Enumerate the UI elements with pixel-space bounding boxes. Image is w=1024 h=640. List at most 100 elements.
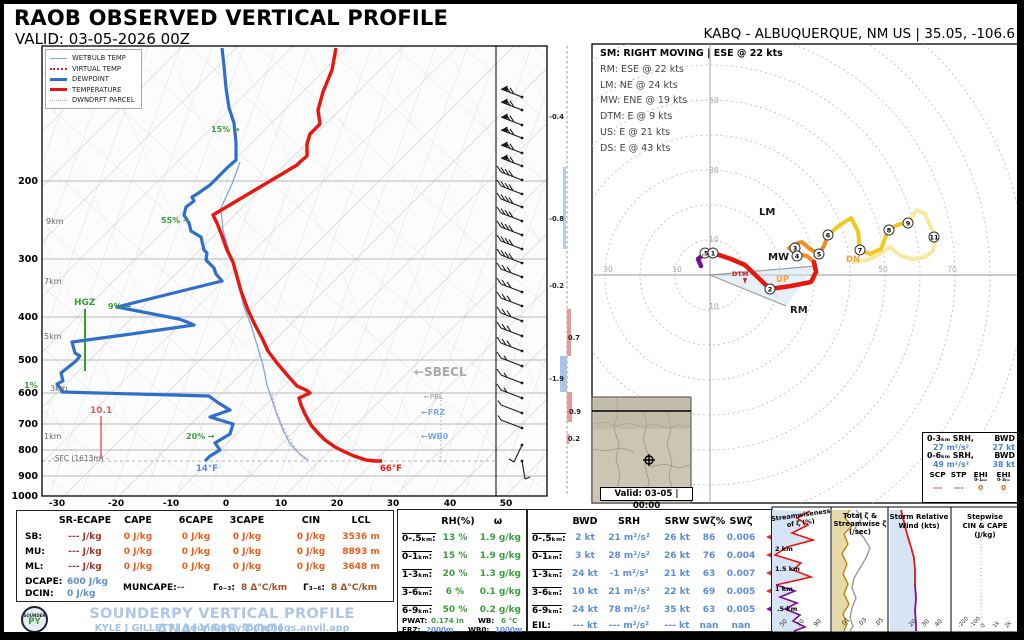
advection-strip: -0.4 -0.8 -0.2 -1.9 0.7 0.9 0.2 — [549, 46, 581, 496]
svg-text:Stepwise: Stepwise — [967, 513, 1003, 521]
moisture-table: RH(%) ω 0-.5ₖₘ: 13 % 1.9 g/kg 0-1ₖₘ: 15 … — [397, 509, 527, 632]
svg-text:1km: 1km — [44, 432, 62, 441]
svg-text:-20: -20 — [108, 499, 124, 509]
lm-line: LM: NE @ 24 kts — [600, 79, 678, 91]
storm-motion-vectors — [709, 265, 817, 307]
svg-text:15% →: 15% → — [211, 125, 240, 134]
srh-0-3-value: 27 m²/s² — [933, 442, 970, 452]
svg-text:30: 30 — [603, 265, 613, 274]
svg-text:9km: 9km — [46, 217, 64, 226]
ds-line: DS: E @ 43 kts — [600, 142, 671, 154]
svg-text:.5: .5 — [702, 250, 709, 258]
svg-text:0: 0 — [223, 499, 229, 509]
svg-text:10: 10 — [709, 235, 719, 244]
svg-text:200: 200 — [18, 176, 38, 187]
srh-0-6-value: 49 m²/s² — [933, 459, 970, 469]
svg-text:.5 km: .5 km — [777, 605, 798, 613]
svg-text:Total ζ &: Total ζ & — [843, 512, 877, 520]
dwndrft-line-sample — [50, 99, 67, 101]
svg-text:20: 20 — [331, 499, 344, 509]
svg-text:-10: -10 — [163, 499, 179, 509]
svg-text:10: 10 — [672, 265, 682, 274]
svg-text:1%: 1% — [24, 381, 38, 390]
svg-text:of ζ (%): of ζ (%) — [786, 517, 815, 529]
svg-text:50: 50 — [878, 265, 888, 274]
frz-value: 2000m — [426, 625, 454, 634]
dtm-line: DTM: E @ 9 kts — [600, 111, 673, 123]
svg-text:0.2: 0.2 — [568, 435, 580, 443]
svg-text:70: 70 — [795, 618, 806, 629]
srh-summary-box: 0-3ₖₘ SRH, BWD 27 m²/s² 27 kt 0-6ₖₘ SRH, BW… — [922, 432, 1017, 503]
svg-text:10: 10 — [275, 499, 288, 509]
svg-text:50: 50 — [500, 499, 513, 509]
dtm-label: DTM — [732, 270, 748, 278]
kinematics-table: BWD SRH SRW SWζ% SWζ 0-.5ₖₘ: 2 kt 21 m²/… — [527, 509, 772, 632]
svg-text:700: 700 — [18, 419, 38, 430]
pwat-value: 0.174 in — [431, 616, 464, 625]
svg-text:55% →: 55% → — [161, 216, 190, 225]
hodo-ring-labels: 10 30 50 10 10 30 50 70 — [603, 96, 957, 311]
map-valid-label: Valid: 03-05 | 00:00 — [600, 487, 693, 511]
legend-label: DWNDRFT PARCEL — [72, 96, 135, 105]
svg-text:9% →: 9% → — [108, 302, 131, 311]
svg-text:2 km: 2 km — [775, 545, 793, 553]
dewpoint-line-sample — [50, 77, 67, 81]
rh-labels: 15% → 55% → 9% → 20% → 1% HGZ — [24, 125, 240, 441]
vorticity-panel: Total ζ & Streamwise ζ (/sec) .01 .03 .0… — [832, 509, 886, 632]
svg-text:40: 40 — [933, 618, 944, 629]
stp-value: --- — [954, 482, 964, 492]
svg-text:-30: -30 — [49, 499, 65, 509]
virtual-temp-line-sample — [50, 67, 67, 70]
svg-text:2: 2 — [768, 286, 773, 294]
row-pointer-markers — [766, 534, 772, 612]
svg-text:.03: .03 — [856, 616, 868, 628]
figure-canvas: 200 300 400 500 600 700 800 900 1000 -30… — [12, 43, 1017, 632]
svg-text:1k: 1k — [992, 620, 1002, 630]
svg-text:1.5 km: 1.5 km — [775, 565, 800, 573]
lm-label: LM — [759, 207, 775, 218]
rm-line: RM: ESE @ 22 kts — [600, 63, 684, 75]
svg-text:800: 800 — [18, 445, 38, 456]
svg-text:0.9: 0.9 — [569, 408, 581, 416]
svg-text:-1.9: -1.9 — [549, 375, 564, 383]
svg-text:7: 7 — [858, 247, 863, 255]
svg-text:4: 4 — [795, 253, 800, 261]
svg-text:400: 400 — [18, 312, 38, 323]
page-title: RAOB OBSERVED VERTICAL PROFILE — [14, 6, 449, 30]
mw-line: MW: ENE @ 19 kts — [600, 95, 688, 107]
svg-text:30: 30 — [387, 499, 400, 509]
brand-title: SOUNDERPY VERTICAL PROFILE ANALYSIS TOOL — [89, 606, 355, 638]
skewt-legend: WETBULB TEMP VIRTUAL TEMP DEWPOINT TEMPE… — [45, 49, 142, 109]
svg-text:9: 9 — [906, 220, 911, 228]
svg-text:6: 6 — [826, 232, 831, 240]
up-label: UP — [776, 275, 789, 285]
mini-panels: Streamwiseness of ζ (%) 2 km 1.5 km 1 km… — [766, 506, 1017, 632]
pressure-gridlines — [42, 180, 547, 477]
svg-text:5: 5 — [817, 251, 822, 259]
wetbulb-curve — [220, 161, 309, 461]
svg-text:500: 500 — [18, 355, 38, 366]
svg-text:20: 20 — [907, 618, 918, 629]
pressure-axis: 200 300 400 500 600 700 800 900 1000 — [12, 176, 39, 502]
svg-text:40: 40 — [444, 499, 457, 509]
svg-text:10: 10 — [709, 302, 719, 311]
svg-text:0.7: 0.7 — [568, 334, 580, 342]
svg-text:3km: 3km — [50, 384, 68, 393]
skewt-panel: 200 300 400 500 600 700 800 900 1000 -30… — [12, 45, 548, 509]
legend-label: TEMPERATURE — [72, 85, 122, 94]
wb0-label: ←WB0 — [421, 432, 449, 441]
svg-text:8: 8 — [887, 227, 892, 235]
svg-text:90: 90 — [812, 618, 823, 629]
svg-text:30: 30 — [709, 166, 719, 175]
map-inset — [591, 396, 692, 504]
dwndrft-parcel-curve — [271, 393, 306, 461]
brand-credit: KYLE J GILLETT | sounderpysoundings.anvi… — [94, 623, 350, 634]
svg-text:-0.2: -0.2 — [549, 282, 564, 290]
legend-label: VIRTUAL TEMP — [72, 64, 122, 73]
svg-text:70: 70 — [947, 265, 957, 274]
ehi-0-1-value: 0 — [978, 482, 984, 492]
svg-text:1 km: 1 km — [775, 585, 793, 593]
svg-text:50: 50 — [778, 618, 789, 629]
svg-text:0: 0 — [980, 622, 987, 629]
